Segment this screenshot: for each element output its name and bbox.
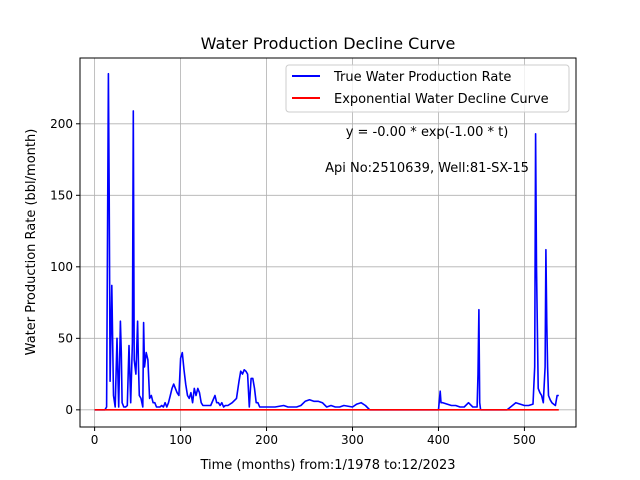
- legend-label-true-rate: True Water Production Rate: [333, 70, 511, 85]
- y-axis: 0 50 100 150 200: [50, 117, 80, 417]
- x-tick-label: 0: [91, 433, 99, 447]
- x-tick-label: 500: [513, 433, 536, 447]
- equation-annotation: y = -0.00 * exp(-1.00 * t): [346, 125, 509, 140]
- x-tick-label: 100: [169, 433, 192, 447]
- series-layer: [94, 72, 559, 411]
- grid: [80, 58, 576, 427]
- y-tick-label: 50: [58, 331, 73, 345]
- x-axis-label: Time (months) from:1/1978 to:12/2023: [199, 458, 455, 473]
- y-tick-label: 0: [65, 403, 73, 417]
- x-axis: 0 100 200 300 400 500: [91, 427, 536, 447]
- chart-title: Water Production Decline Curve: [201, 34, 456, 53]
- y-tick-label: 100: [50, 260, 73, 274]
- legend: True Water Production Rate Exponential W…: [285, 64, 570, 113]
- y-tick-label: 150: [50, 188, 73, 202]
- plot-frame: [79, 57, 577, 428]
- legend-label-decline-curve: Exponential Water Decline Curve: [334, 92, 549, 107]
- x-tick-label: 300: [341, 433, 364, 447]
- y-axis-label: Water Production Rate (bbl/month): [24, 129, 39, 356]
- y-tick-label: 200: [50, 117, 73, 131]
- well-annotation: Api No:2510639, Well:81-SX-15: [325, 161, 529, 176]
- x-tick-label: 200: [255, 433, 278, 447]
- x-tick-label: 400: [427, 433, 450, 447]
- legend-box: [285, 64, 570, 113]
